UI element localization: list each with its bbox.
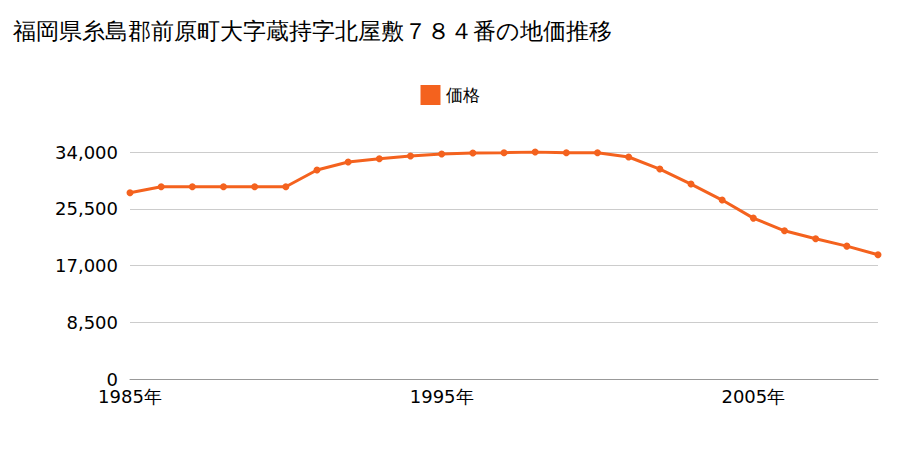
svg-text:福岡県糸島郡前原町大字蔵持字北屋敷７８４番の地価推移: 福岡県糸島郡前原町大字蔵持字北屋敷７８４番の地価推移: [13, 18, 612, 44]
svg-text:17,000: 17,000: [55, 255, 118, 276]
svg-text:34,000: 34,000: [55, 142, 118, 163]
svg-text:0: 0: [106, 368, 118, 390]
svg-text:25,500: 25,500: [55, 198, 118, 219]
svg-text:価格: 価格: [446, 85, 480, 105]
svg-text:8,500: 8,500: [66, 312, 118, 333]
svg-text:1995年: 1995年: [410, 386, 474, 407]
svg-text:2005年: 2005年: [721, 386, 785, 407]
svg-text:1985年: 1985年: [98, 386, 162, 407]
